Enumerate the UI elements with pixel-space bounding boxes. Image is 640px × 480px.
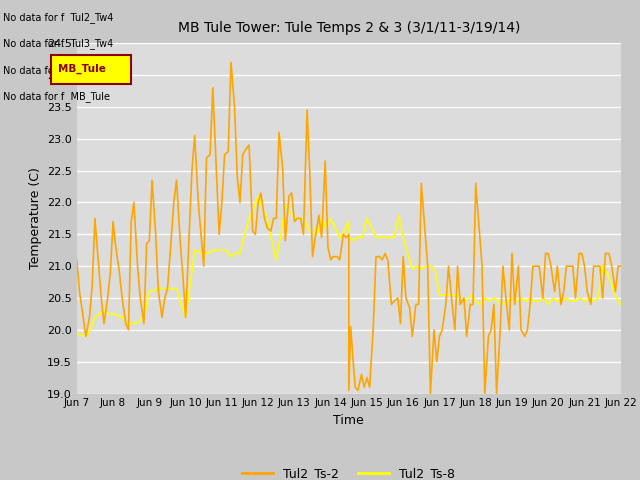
Title: MB Tule Tower: Tule Temps 2 & 3 (3/1/11-3/19/14): MB Tule Tower: Tule Temps 2 & 3 (3/1/11-… <box>178 21 520 35</box>
Text: No data for f  MB_Tule: No data for f MB_Tule <box>3 91 110 102</box>
Legend: Tul2_Ts-2, Tul2_Ts-8: Tul2_Ts-2, Tul2_Ts-8 <box>237 462 460 480</box>
Text: No data for f  Tul3_Tw4: No data for f Tul3_Tw4 <box>3 38 113 49</box>
Text: MB_Tule: MB_Tule <box>58 64 106 74</box>
Text: No data for f  Tul2_Tw4: No data for f Tul2_Tw4 <box>3 12 113 23</box>
Text: No data for f  Tul3_Ts2: No data for f Tul3_Ts2 <box>3 65 111 76</box>
X-axis label: Time: Time <box>333 414 364 427</box>
Y-axis label: Temperature (C): Temperature (C) <box>29 168 42 269</box>
